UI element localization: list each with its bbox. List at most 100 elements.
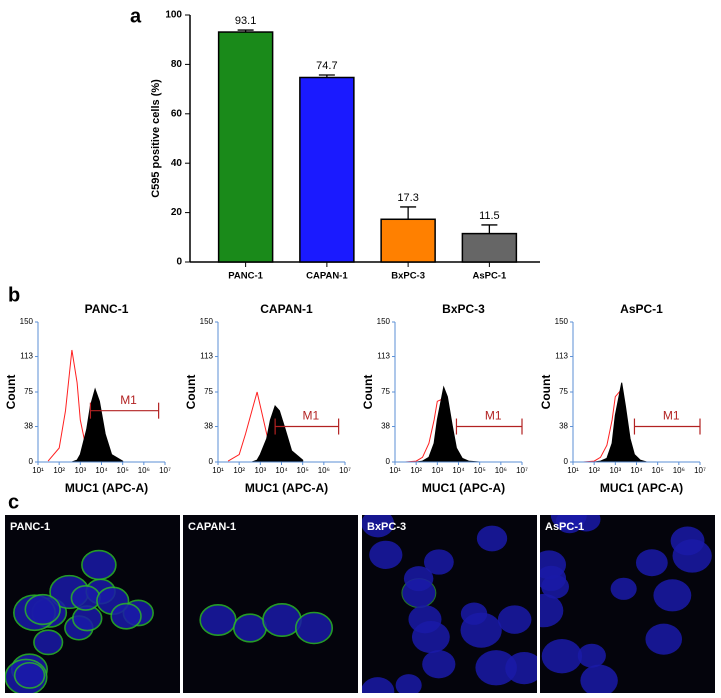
x-tick-label: 10⁶ [318, 466, 330, 475]
x-tick-label: CAPAN-1 [306, 271, 348, 282]
x-tick-label: 10⁴ [275, 466, 288, 475]
y-tick-label: 38 [204, 422, 213, 431]
y-tick-label: 75 [24, 387, 33, 396]
x-tick-label: 10² [588, 466, 600, 475]
nucleus [577, 643, 606, 668]
nucleus [610, 577, 637, 600]
y-tick-label: 80 [171, 59, 183, 70]
x-tick-label: 10¹ [567, 466, 579, 475]
panel-label: b [8, 284, 20, 306]
x-tick-label: 10⁴ [95, 466, 108, 475]
bar [299, 76, 355, 263]
y-tick-label: 150 [200, 317, 214, 326]
y-axis-label: Count [361, 375, 375, 410]
micrograph: BxPC-3 [362, 515, 537, 693]
value-label: 93.1 [235, 15, 256, 27]
x-tick-label: 10¹ [212, 466, 224, 475]
histogram [48, 387, 124, 463]
nucleus [635, 549, 668, 577]
nucleus [423, 549, 454, 575]
x-tick-label: 10⁷ [339, 466, 351, 475]
y-tick-label: 0 [176, 257, 182, 268]
nucleus [24, 593, 61, 626]
nucleus [199, 604, 237, 636]
x-tick-label: BxPC-3 [391, 271, 425, 282]
x-axis-label: MUC1 (APC-A) [245, 481, 328, 495]
x-tick-label: 10⁶ [673, 466, 685, 475]
nucleus [232, 613, 268, 643]
chart-title: BxPC-3 [442, 302, 485, 316]
bar [217, 31, 274, 263]
x-tick-label: 10⁴ [452, 466, 465, 475]
x-tick-label: 10² [410, 466, 422, 475]
image-label: AsPC-1 [545, 521, 584, 533]
x-tick-label: 10¹ [32, 466, 44, 475]
y-tick-label: 150 [377, 317, 391, 326]
nucleus [81, 549, 117, 581]
histogram [405, 385, 480, 463]
bar [380, 218, 436, 263]
gate-label: M1 [485, 409, 502, 423]
x-tick-label: 10³ [75, 466, 87, 475]
x-tick-label: 10² [233, 466, 245, 475]
x-tick-label: 10³ [255, 466, 267, 475]
nucleus [362, 515, 395, 538]
micrograph: CAPAN-1 [183, 515, 358, 693]
cells [5, 549, 154, 693]
x-tick-label: 10¹ [389, 466, 401, 475]
y-axis-label: Count [539, 375, 553, 410]
micrograph: AsPC-1 [540, 515, 715, 693]
x-tick-label: 10³ [610, 466, 622, 475]
y-tick-label: 100 [165, 10, 182, 21]
y-tick-label: 75 [559, 387, 568, 396]
y-tick-label: 113 [377, 352, 390, 361]
nucleus [408, 605, 442, 634]
nucleus [505, 652, 537, 685]
x-axis-label: MUC1 (APC-A) [422, 481, 505, 495]
nucleus [580, 664, 618, 693]
cells [540, 515, 712, 693]
y-tick-label: 150 [555, 317, 569, 326]
nucleus [653, 579, 692, 612]
nucleus [369, 540, 403, 569]
nucleus [476, 525, 508, 552]
nucleus [422, 650, 456, 679]
cells [199, 602, 334, 645]
y-tick-label: 60 [171, 108, 183, 119]
y-tick-label: 40 [171, 158, 183, 169]
nucleus [540, 593, 564, 628]
y-tick-label: 20 [171, 207, 183, 218]
y-tick-label: 150 [20, 317, 34, 326]
y-tick-label: 75 [204, 387, 213, 396]
y-axis-label: Count [184, 375, 198, 410]
x-tick-label: PANC-1 [228, 271, 263, 282]
cells [362, 515, 537, 693]
nucleus [294, 611, 334, 645]
nucleus [395, 674, 422, 693]
y-tick-label: 113 [555, 352, 568, 361]
y-tick-label: 0 [386, 457, 391, 466]
nucleus [645, 623, 683, 655]
x-tick-label: 10⁷ [159, 466, 171, 475]
nucleus [460, 602, 488, 625]
panel-label: c [8, 491, 19, 513]
y-tick-label: 113 [200, 352, 213, 361]
x-tick-label: 10³ [432, 466, 444, 475]
nucleus [33, 629, 64, 656]
x-tick-label: 10⁶ [495, 466, 507, 475]
value-label: 17.3 [397, 192, 418, 204]
y-tick-label: 38 [559, 422, 568, 431]
micrograph: PANC-1 [5, 515, 180, 693]
y-tick-label: 0 [209, 457, 214, 466]
x-tick-label: 10⁶ [138, 466, 150, 475]
nucleus [362, 677, 395, 693]
x-tick-label: 10⁷ [516, 466, 528, 475]
chart-title: AsPC-1 [620, 302, 663, 316]
value-label: 74.7 [316, 60, 337, 72]
image-label: PANC-1 [10, 521, 50, 533]
x-tick-label: 10⁴ [630, 466, 643, 475]
chart-title: PANC-1 [85, 302, 129, 316]
chart-title: CAPAN-1 [260, 302, 313, 316]
nucleus [475, 650, 517, 686]
